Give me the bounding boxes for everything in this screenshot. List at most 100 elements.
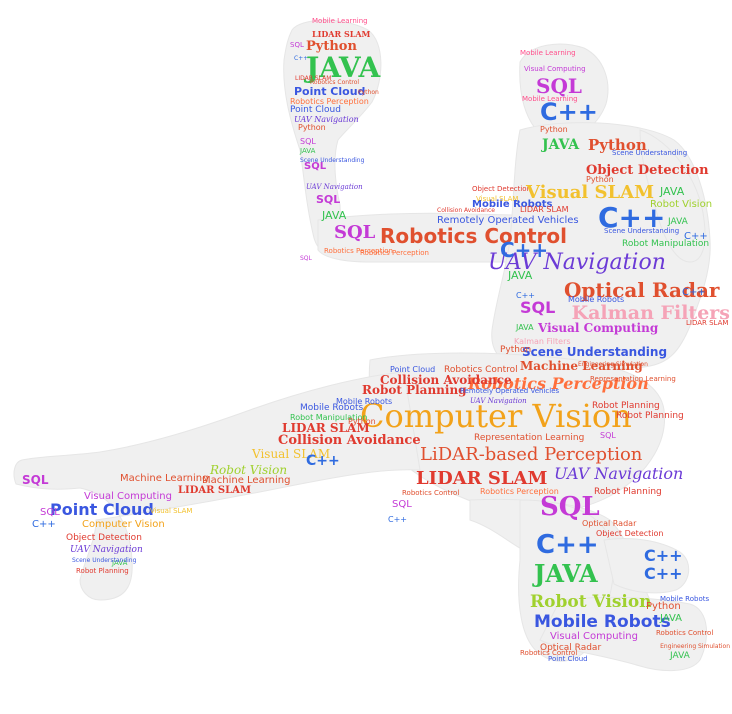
cloud-word: Engineering Simulation bbox=[660, 643, 730, 650]
cloud-word: C++ bbox=[388, 515, 407, 524]
cloud-word: Visual Computing bbox=[524, 65, 586, 73]
cloud-word: LIDAR SLAM bbox=[295, 75, 332, 82]
cloud-word: C++ bbox=[644, 546, 683, 565]
cloud-word: Representation Learning bbox=[590, 375, 676, 383]
cloud-word: Mobile Learning bbox=[312, 17, 368, 25]
cloud-word: Optical Radar bbox=[582, 519, 637, 528]
cloud-word: Representation Learning bbox=[474, 433, 585, 443]
cloud-word: Mobile Learning bbox=[522, 95, 578, 103]
cloud-word: Robot Planning bbox=[594, 487, 662, 497]
cloud-word: SQL bbox=[290, 41, 304, 49]
cloud-word: JAVA bbox=[660, 613, 683, 624]
cloud-word: Python bbox=[586, 175, 614, 184]
cloud-word: Python bbox=[500, 345, 532, 355]
cloud-word: Object Detection bbox=[66, 533, 142, 543]
cloud-word: Point Cloud bbox=[548, 655, 588, 663]
cloud-word: Visual SLAM bbox=[526, 182, 655, 203]
cloud-word: JAVA bbox=[508, 269, 533, 282]
cloud-word: Robotics Control bbox=[380, 224, 568, 248]
cloud-word: Mobile Robots bbox=[534, 612, 671, 632]
cloud-word: C++ bbox=[500, 238, 549, 262]
cloud-word: Collision Avoidance bbox=[437, 207, 495, 214]
cloud-word: Robot Manipulation bbox=[290, 413, 368, 422]
cloud-word: Machine Learning bbox=[120, 473, 209, 484]
cloud-word: Kalman Filters bbox=[514, 337, 571, 346]
cloud-word: Robotics Control bbox=[520, 649, 578, 657]
cloud-word: Scene Understanding bbox=[300, 157, 365, 164]
cloud-word: Python bbox=[358, 89, 379, 96]
cloud-word: Visual SLAM bbox=[150, 507, 193, 515]
cloud-word: Point Cloud bbox=[294, 85, 366, 98]
cloud-word: SQL bbox=[520, 298, 556, 317]
cloud-word: Robotics Control bbox=[402, 489, 460, 497]
cloud-word: UAV Navigation bbox=[70, 545, 143, 555]
cloud-word: Mobile Robots bbox=[472, 199, 553, 210]
cloud-word: Robotics Control bbox=[656, 629, 714, 637]
cloud-word: LIDAR SLAM bbox=[282, 421, 370, 435]
cloud-word: Robotics Perception bbox=[468, 374, 649, 393]
cloud-word: Mobile Robots bbox=[660, 595, 710, 603]
cloud-word: C++ bbox=[32, 519, 56, 530]
cloud-word: Object Detection bbox=[596, 529, 664, 538]
cloud-word: Robot Planning bbox=[76, 567, 129, 575]
cloud-word: Visual SLAM bbox=[476, 195, 519, 203]
cloud-word: Robot Planning bbox=[362, 383, 467, 397]
cloud-word: SQL bbox=[536, 74, 582, 98]
cloud-word: Robotics Perception bbox=[324, 247, 393, 255]
cloud-word: Robotics Control bbox=[444, 365, 518, 375]
cloud-word: UAV Navigation bbox=[306, 183, 363, 191]
cloud-word: Point Cloud bbox=[50, 500, 154, 519]
cloud-word: C++ bbox=[516, 291, 535, 300]
cloud-word: Scene Understanding bbox=[522, 345, 668, 359]
cloud-word: Robotics Control bbox=[310, 79, 360, 86]
cloud-word: LiDAR-based Perception bbox=[420, 444, 643, 465]
cloud-word: Scene Understanding bbox=[72, 557, 137, 564]
cloud-word: C++ bbox=[536, 530, 599, 560]
cloud-word: LIDAR SLAM bbox=[312, 29, 371, 39]
cloud-word: Mobile Robots bbox=[300, 403, 364, 413]
cloud-word: Robot Planning bbox=[592, 401, 660, 411]
cloud-word: Python bbox=[348, 417, 376, 426]
cloud-word: SQL bbox=[300, 137, 316, 146]
cloud-word: C++ bbox=[682, 287, 706, 298]
cloud-word: Robotics Perception bbox=[480, 487, 559, 496]
cloud-word: LIDAR SLAM bbox=[520, 205, 569, 214]
cloud-word: Engineering Simulation bbox=[578, 361, 648, 368]
cloud-word: Point Cloud bbox=[290, 105, 341, 115]
cloud-word: C++ bbox=[684, 231, 708, 242]
cloud-word: SQL bbox=[392, 499, 412, 510]
cloud-word: JAVA bbox=[306, 51, 381, 84]
cloud-word: UAV Navigation bbox=[488, 250, 666, 275]
cloud-word: Scene Understanding bbox=[612, 149, 688, 157]
cloud-word: Remotely Operated Vehicles bbox=[437, 215, 579, 226]
cloud-word: SQL bbox=[300, 255, 312, 262]
cloud-word: Object Detection bbox=[472, 185, 532, 193]
cloud-word: Robot Vision bbox=[650, 199, 713, 210]
cloud-word: Collision Avoidance bbox=[380, 373, 512, 387]
cloud-word: JAVA bbox=[534, 559, 598, 588]
cloud-word: JAVA bbox=[300, 147, 316, 155]
cloud-word: Visual Computing bbox=[84, 491, 172, 502]
cloud-word: Point Cloud bbox=[390, 365, 436, 374]
cloud-word: Python bbox=[306, 39, 357, 54]
cloud-word: Object Detection bbox=[586, 163, 709, 178]
cloud-word: Kalman Filters bbox=[571, 302, 730, 324]
cloud-word: Computer Vision bbox=[360, 397, 632, 435]
cloud-word: Python bbox=[540, 125, 568, 134]
cloud-word: Python bbox=[646, 601, 681, 612]
cloud-word: Computer Vision bbox=[82, 519, 165, 530]
cloud-word: LIDAR SLAM bbox=[416, 468, 548, 489]
cloud-word: Robot Vision bbox=[530, 592, 652, 612]
cloud-word: C++ bbox=[294, 55, 309, 62]
cloud-word: Visual Computing bbox=[550, 631, 638, 642]
cloud-word: SQL bbox=[600, 431, 616, 440]
cloud-word: UAV Navigation bbox=[554, 464, 684, 483]
cloud-word: Machine Learning bbox=[202, 475, 291, 486]
cloud-word: Visual SLAM bbox=[252, 447, 331, 461]
cloud-word: Python bbox=[298, 123, 326, 132]
cloud-word: Optical Radar bbox=[564, 278, 720, 302]
cloud-word: Robotics Perception bbox=[360, 249, 429, 257]
cloud-word: C++ bbox=[644, 564, 683, 583]
